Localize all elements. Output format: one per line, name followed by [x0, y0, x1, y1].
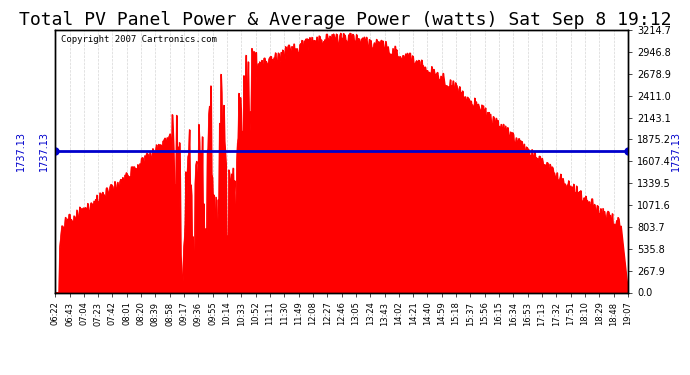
Text: Copyright 2007 Cartronics.com: Copyright 2007 Cartronics.com — [61, 35, 217, 44]
Text: Total PV Panel Power & Average Power (watts) Sat Sep 8 19:12: Total PV Panel Power & Average Power (wa… — [19, 11, 671, 29]
Text: 1737.13: 1737.13 — [671, 130, 681, 171]
Text: 1737.13: 1737.13 — [39, 130, 49, 171]
Text: 1737.13: 1737.13 — [16, 130, 26, 171]
